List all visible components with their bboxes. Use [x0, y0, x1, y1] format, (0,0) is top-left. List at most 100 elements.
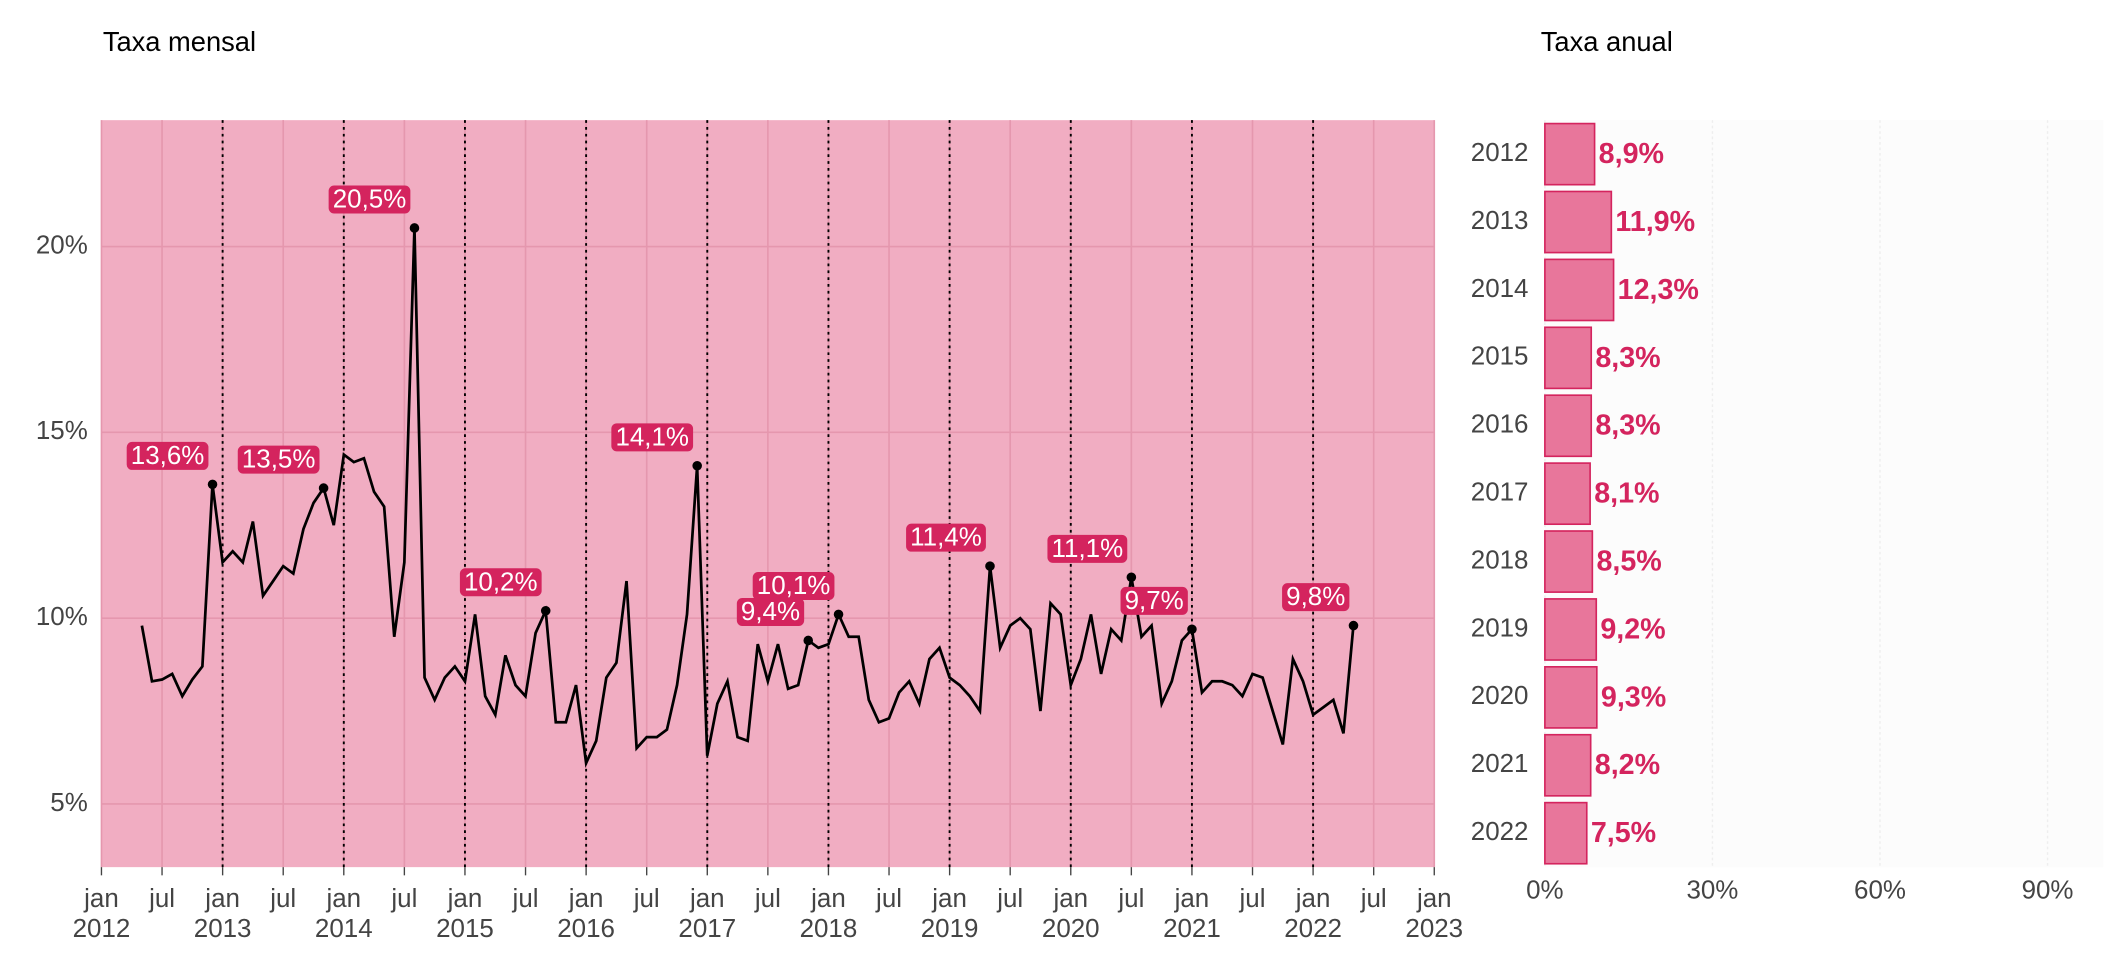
highlight-point [985, 561, 995, 571]
highlight-point [692, 461, 702, 471]
y-tick-label: 15% [36, 417, 88, 445]
bar [1544, 733, 1592, 797]
data-label: 14,1% [611, 423, 694, 452]
bar [1544, 530, 1594, 593]
highlight-point [1187, 624, 1197, 635]
bar [1544, 326, 1593, 390]
bar [1544, 122, 1596, 186]
y-tick-label: 20% [36, 231, 88, 259]
highlight-point [1126, 572, 1137, 583]
x-tick-label: jan [204, 885, 240, 913]
data-label-text: 11,1% [1052, 535, 1124, 563]
data-label-text: 9,7% [1125, 587, 1184, 615]
x-tick-sublabel: 2023 [1405, 915, 1463, 943]
data-label-box [736, 597, 805, 626]
x-tick-label: jan [325, 885, 361, 913]
bar [1544, 801, 1588, 865]
data-label: 9,7% [1120, 586, 1188, 615]
y-tick-label: 2012 [1471, 139, 1529, 167]
data-label: 9,3% [1601, 681, 1666, 713]
highlight-point [207, 479, 218, 490]
highlight-point [540, 605, 551, 616]
data-label-text: 10,1% [757, 572, 831, 600]
x-tick-label: jan [447, 885, 483, 913]
y-tick-label: 2017 [1471, 479, 1529, 507]
x-tick-label: jan [689, 885, 725, 913]
data-label: 10,2% [459, 568, 542, 597]
x-tick-label: jul [148, 885, 175, 913]
x-tick-label: jan [83, 885, 119, 913]
y-tick-label: 2016 [1471, 411, 1529, 439]
data-label-text: 20,5% [333, 185, 407, 213]
x-tick-label: jul [1117, 885, 1144, 913]
x-tick-sublabel: 2015 [436, 915, 494, 943]
data-label: 7,5% [1591, 817, 1656, 849]
data-label: 8,2% [1595, 749, 1660, 781]
y-tick-label: 5% [50, 789, 87, 817]
x-tick-label: jul [1239, 885, 1266, 913]
bar [1544, 462, 1591, 526]
data-label-box [906, 523, 986, 552]
x-tick-label: jan [931, 885, 967, 913]
x-tick-label: jan [1052, 885, 1088, 913]
data-label-box [752, 571, 835, 600]
data-label-text: 10,2% [464, 568, 538, 596]
data-label-text: 14,1% [615, 423, 689, 451]
x-tick-sublabel: 2022 [1284, 915, 1342, 943]
data-label: 13,6% [126, 441, 209, 470]
x-tick-label: jan [810, 885, 846, 913]
data-label: 10,1% [752, 571, 835, 600]
x-tick-sublabel: 2014 [315, 915, 373, 943]
y-tick-label: 2020 [1471, 682, 1529, 710]
x-tick-label: jul [512, 885, 539, 913]
bar [1544, 665, 1598, 729]
y-tick-label: 2018 [1471, 546, 1529, 574]
data-label: 9,8% [1282, 583, 1350, 612]
data-label-box [237, 445, 320, 474]
y-tick-label: 2022 [1471, 818, 1529, 846]
x-tick-label: jul [633, 885, 660, 913]
highlight-point [318, 483, 329, 493]
bar [1544, 394, 1593, 458]
x-tick-label: jan [568, 885, 604, 913]
data-label-box [1047, 534, 1128, 563]
x-tick-label: 0% [1526, 877, 1564, 905]
x-tick-label: jan [1295, 885, 1331, 913]
data-label: 11,4% [906, 523, 986, 552]
x-tick-sublabel: 2020 [1042, 915, 1100, 943]
highlight-point [409, 223, 420, 233]
x-tick-sublabel: 2016 [557, 915, 615, 943]
data-label-box [459, 568, 542, 597]
x-tick-label: jul [390, 885, 417, 913]
data-label: 11,9% [1615, 206, 1695, 238]
bar [1544, 598, 1598, 661]
x-tick-label: jul [996, 885, 1023, 913]
x-tick-sublabel: 2021 [1163, 915, 1221, 943]
data-label: 9,4% [736, 597, 805, 626]
y-tick-label: 2021 [1471, 750, 1529, 778]
x-tick-label: jul [269, 885, 296, 913]
x-tick-label: 90% [2022, 877, 2074, 905]
data-label-box [1120, 586, 1188, 615]
data-label-box [328, 185, 411, 214]
y-tick-label: 2019 [1471, 614, 1529, 642]
plot-background [1544, 120, 2104, 868]
data-label-text: 13,6% [131, 442, 205, 470]
x-tick-label: jan [1416, 885, 1452, 913]
data-label-box [126, 441, 209, 470]
data-label: 8,9% [1599, 138, 1664, 170]
x-tick-label: jul [875, 885, 902, 913]
data-label: 8,5% [1596, 546, 1661, 578]
bar [1544, 190, 1613, 254]
data-label-box [1282, 583, 1350, 612]
data-label-text: 13,5% [242, 446, 316, 474]
x-tick-label: jan [1174, 885, 1210, 913]
data-label: 11,1% [1047, 534, 1128, 563]
data-label: 13,5% [237, 445, 320, 474]
y-tick-label: 2015 [1471, 343, 1529, 371]
chart-title: Taxa mensal [103, 26, 256, 57]
data-label-text: 9,8% [1286, 583, 1345, 611]
bar [1544, 258, 1615, 322]
